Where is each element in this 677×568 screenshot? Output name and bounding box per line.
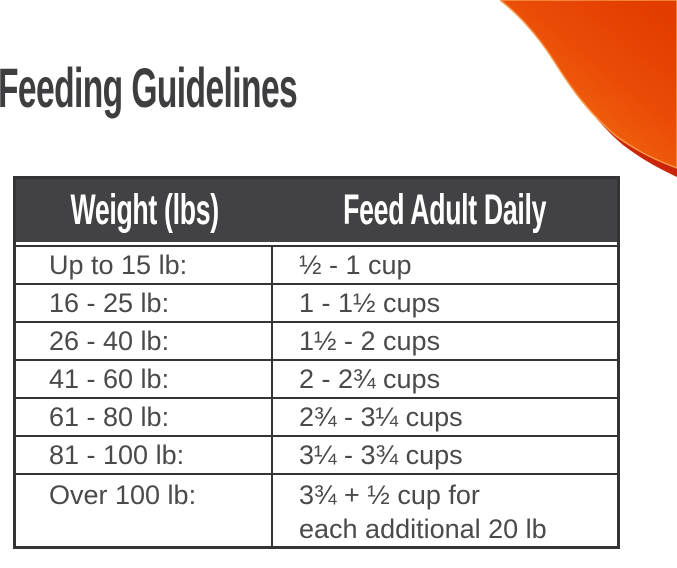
table-header-row: Weight (lbs) Feed Adult Daily [16, 179, 617, 242]
table-row: 61 - 80 lb: 2¾ - 3¼ cups [16, 397, 617, 435]
page-title-text: Feeding Guidelines [0, 56, 298, 119]
column-header-weight: Weight (lbs) [70, 186, 219, 234]
weight-cell: 61 - 80 lb: [16, 399, 273, 435]
table-row: Over 100 lb: 3¾ + ½ cup for each additio… [16, 473, 617, 546]
column-header-feed: Feed Adult Daily [343, 186, 547, 234]
table-row: 16 - 25 lb: 1 - 1½ cups [16, 283, 617, 321]
feed-cell: 1½ - 2 cups [299, 326, 441, 356]
weight-cell: Up to 15 lb: [16, 247, 273, 283]
weight-cell: 41 - 60 lb: [16, 361, 273, 397]
table-row: 81 - 100 lb: 3¼ - 3¾ cups [16, 435, 617, 473]
page-title: Feeding Guidelines [0, 60, 497, 116]
weight-cell: 16 - 25 lb: [16, 285, 273, 321]
feed-cell: ½ - 1 cup [299, 250, 412, 280]
feed-cell: 1 - 1½ cups [299, 288, 441, 318]
feeding-guidelines-table: Weight (lbs) Feed Adult Daily Up to 15 l… [13, 176, 620, 549]
corner-decoration-blob [500, 0, 677, 177]
table-row: 26 - 40 lb: 1½ - 2 cups [16, 321, 617, 359]
weight-cell: Over 100 lb: [16, 475, 273, 546]
feed-cell: 2¾ - 3¼ cups [299, 402, 463, 432]
table-row: 41 - 60 lb: 2 - 2¾ cups [16, 359, 617, 397]
feed-cell: 3¾ + ½ cup for each additional 20 lb [299, 480, 547, 544]
feed-cell: 2 - 2¾ cups [299, 364, 441, 394]
feed-cell: 3¼ - 3¾ cups [299, 440, 463, 470]
weight-cell: 26 - 40 lb: [16, 323, 273, 359]
weight-cell: 81 - 100 lb: [16, 437, 273, 473]
table-row: Up to 15 lb: ½ - 1 cup [16, 245, 617, 283]
blob-orange-body [500, 0, 677, 169]
